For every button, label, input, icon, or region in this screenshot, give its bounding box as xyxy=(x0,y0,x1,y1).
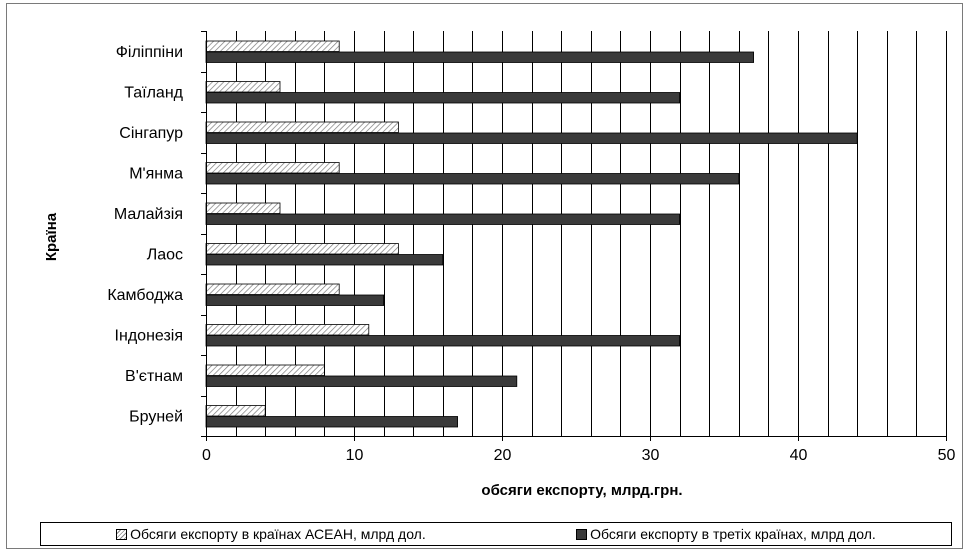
bar-asean xyxy=(205,405,266,417)
bar-third-countries xyxy=(205,213,681,225)
bar-third-countries xyxy=(205,92,681,104)
bar-third-countries xyxy=(205,335,681,347)
bar-third-countries xyxy=(205,375,518,387)
category-label: Бруней xyxy=(129,409,183,426)
bar-asean xyxy=(205,121,399,133)
bar-third-countries xyxy=(205,132,858,144)
legend-swatch-third xyxy=(576,528,588,540)
x-axis-title: обсяги експорту, млрд.грн. xyxy=(481,482,682,499)
legend-label-asean: Обсяги експорту в країнах АСЕАН, млрд до… xyxy=(130,526,426,542)
x-tick-label: 10 xyxy=(346,447,364,464)
category-label: Лаос xyxy=(147,247,183,264)
bar-asean xyxy=(205,324,370,336)
category-label: Малайзія xyxy=(114,206,183,223)
legend-item-third: Обсяги експорту в третіх країнах, млрд д… xyxy=(576,526,876,542)
category-label: Індонезія xyxy=(115,328,183,345)
x-tick-label: 40 xyxy=(790,447,808,464)
y-axis-title: Країна xyxy=(43,212,60,261)
legend-item-asean: Обсяги експорту в країнах АСЕАН, млрд до… xyxy=(116,526,426,542)
category-label: Сінгапур xyxy=(119,125,183,142)
legend-swatch-asean xyxy=(116,528,128,540)
bar-third-countries xyxy=(205,51,754,63)
bar-third-countries xyxy=(205,294,385,306)
legend-label-third: Обсяги експорту в третіх країнах, млрд д… xyxy=(590,526,876,542)
category-label: Філіппіни xyxy=(116,44,183,61)
chart-frame: Філіппіни Таїланд Сінгапур М'янма Малайзія Ла… xyxy=(6,3,963,549)
bar-asean xyxy=(205,283,340,295)
bar-third-countries xyxy=(205,254,444,266)
bar-asean xyxy=(205,243,399,255)
category-label: М'янма xyxy=(129,166,183,183)
x-tick-label: 50 xyxy=(938,447,956,464)
x-tick-label: 20 xyxy=(494,447,512,464)
bar-third-countries xyxy=(205,416,459,428)
bar-asean xyxy=(205,81,281,93)
bar-asean xyxy=(205,162,340,174)
x-tick-label: 30 xyxy=(642,447,660,464)
category-label: Камбоджа xyxy=(107,287,183,304)
bar-asean xyxy=(205,40,340,52)
category-label: Таїланд xyxy=(124,85,183,102)
category-label: В'єтнам xyxy=(125,368,183,385)
legend: Обсяги експорту в країнах АСЕАН, млрд до… xyxy=(40,522,952,546)
bar-asean xyxy=(205,364,325,376)
x-tick-label: 0 xyxy=(202,447,211,464)
bar-asean xyxy=(205,202,281,214)
chart-svg: Філіппіни Таїланд Сінгапур М'янма Малайзія Ла… xyxy=(43,31,956,499)
bar-third-countries xyxy=(205,173,740,185)
